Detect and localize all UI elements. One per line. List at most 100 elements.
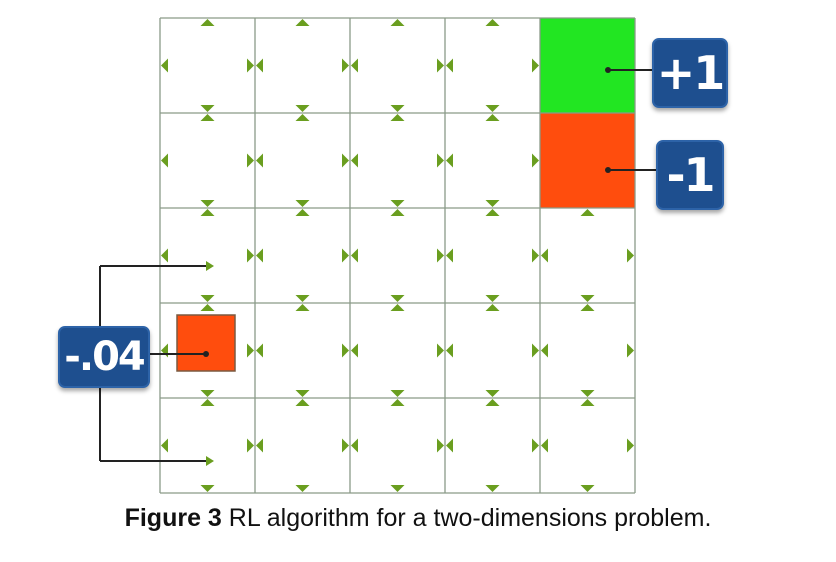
arrow-right-icon [342, 248, 349, 263]
arrow-left-icon [256, 58, 263, 73]
arrow-up-icon [485, 399, 500, 406]
penalty-reward-badge: -1 [656, 140, 724, 210]
arrow-up-icon [580, 304, 595, 311]
arrow-left-icon [446, 343, 453, 358]
arrow-left-icon [256, 438, 263, 453]
arrow-up-icon [390, 114, 405, 121]
caption-prefix: Figure 3 [124, 504, 222, 532]
arrow-right-icon [437, 343, 444, 358]
arrow-left-icon [351, 438, 358, 453]
arrow-down-icon [200, 390, 215, 397]
arrow-left-icon [161, 58, 168, 73]
arrow-right-icon [437, 248, 444, 263]
arrow-left-icon [256, 153, 263, 168]
gridworld-diagram: +1 -1 -.04 [58, 17, 728, 494]
arrow-up-icon [390, 19, 405, 26]
arrow-up-icon [200, 399, 215, 406]
arrow-left-icon [446, 438, 453, 453]
arrow-up-icon [485, 114, 500, 121]
arrow-up-icon [200, 209, 215, 216]
arrow-down-icon [580, 295, 595, 302]
caption-text: RL algorithm for a two-dimensions proble… [221, 504, 712, 532]
arrow-right-icon [342, 438, 349, 453]
arrow-left-icon [351, 153, 358, 168]
bracket-bottom-arrow-icon [206, 456, 214, 466]
arrow-up-icon [390, 304, 405, 311]
arrow-down-icon [485, 295, 500, 302]
arrow-up-icon [580, 209, 595, 216]
arrow-left-icon [161, 343, 168, 358]
arrow-right-icon [247, 248, 254, 263]
arrow-right-icon [532, 153, 539, 168]
agent-cell [176, 314, 236, 372]
goal-reward-label: +1 [656, 46, 726, 100]
arrow-up-icon [485, 19, 500, 26]
arrow-right-icon [247, 438, 254, 453]
penalty-connector-dot [605, 167, 611, 173]
arrow-left-icon [446, 58, 453, 73]
arrow-right-icon [342, 153, 349, 168]
arrow-up-icon [295, 399, 310, 406]
arrow-right-icon [532, 248, 539, 263]
arrow-down-icon [200, 485, 215, 492]
arrow-up-icon [295, 209, 310, 216]
arrow-down-icon [580, 485, 595, 492]
penalty-cell [540, 113, 635, 208]
arrow-left-icon [161, 248, 168, 263]
arrow-down-icon [580, 390, 595, 397]
arrow-down-icon [295, 105, 310, 112]
arrow-right-icon [342, 58, 349, 73]
arrow-right-icon [532, 343, 539, 358]
arrow-up-icon [200, 114, 215, 121]
arrow-right-icon [437, 438, 444, 453]
arrow-up-icon [200, 304, 215, 311]
step-connector-dot [203, 351, 209, 357]
goal-cell [540, 18, 635, 113]
arrow-right-icon [247, 343, 254, 358]
arrow-up-icon [295, 304, 310, 311]
arrow-down-icon [390, 390, 405, 397]
arrow-up-icon [295, 114, 310, 121]
goal-connector-dot [605, 67, 611, 73]
arrow-up-icon [485, 209, 500, 216]
arrow-down-icon [295, 485, 310, 492]
arrow-left-icon [256, 248, 263, 263]
gridworld-svg [99, 17, 658, 494]
arrow-left-icon [446, 153, 453, 168]
arrow-left-icon [161, 153, 168, 168]
arrow-left-icon [256, 343, 263, 358]
arrow-right-icon [437, 58, 444, 73]
arrow-down-icon [295, 200, 310, 207]
arrow-left-icon [161, 438, 168, 453]
step-reward-label: -.04 [64, 334, 145, 380]
arrow-down-icon [390, 295, 405, 302]
arrow-down-icon [295, 295, 310, 302]
arrow-up-icon [295, 19, 310, 26]
arrow-right-icon [437, 153, 444, 168]
arrow-left-icon [541, 438, 548, 453]
arrow-down-icon [200, 295, 215, 302]
arrow-right-icon [532, 438, 539, 453]
arrow-down-icon [485, 105, 500, 112]
figure-caption: Figure 3 RL algorithm for a two-dimensio… [0, 504, 836, 533]
arrow-down-icon [390, 105, 405, 112]
arrow-down-icon [200, 200, 215, 207]
arrow-down-icon [390, 200, 405, 207]
arrow-up-icon [485, 304, 500, 311]
bracket-top-arrow-icon [206, 261, 214, 271]
arrow-up-icon [200, 19, 215, 26]
arrow-right-icon [627, 438, 634, 453]
arrow-left-icon [351, 343, 358, 358]
arrow-down-icon [485, 390, 500, 397]
arrow-down-icon [390, 485, 405, 492]
arrow-left-icon [351, 58, 358, 73]
arrow-up-icon [580, 399, 595, 406]
arrow-right-icon [627, 248, 634, 263]
arrow-up-icon [390, 209, 405, 216]
arrow-left-icon [351, 248, 358, 263]
arrow-right-icon [532, 58, 539, 73]
arrow-up-icon [390, 399, 405, 406]
arrow-right-icon [247, 153, 254, 168]
arrow-left-icon [446, 248, 453, 263]
arrow-left-icon [541, 248, 548, 263]
